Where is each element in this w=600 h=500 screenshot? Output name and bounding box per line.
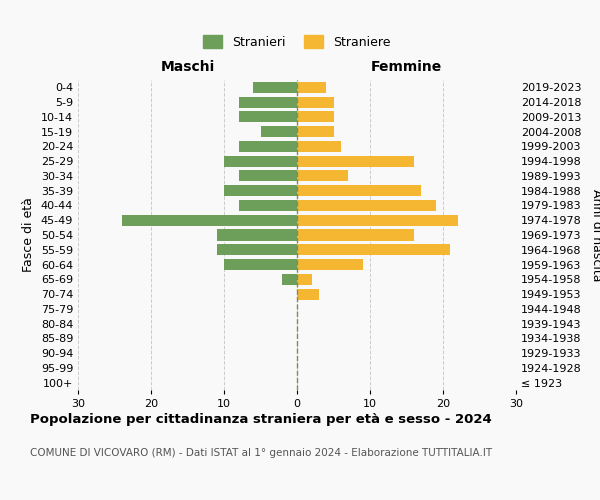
Text: Maschi: Maschi [160,60,215,74]
Bar [297,185,421,196]
Bar [297,259,362,270]
Legend: Stranieri, Straniere: Stranieri, Straniere [197,29,397,55]
Bar [260,126,297,137]
Bar [297,170,348,181]
Bar [297,274,311,285]
Bar [283,274,297,285]
Bar [217,244,297,256]
Bar [297,230,414,240]
Bar [297,96,334,108]
Bar [297,156,414,166]
Y-axis label: Anni di nascita: Anni di nascita [590,188,600,281]
Bar [297,200,436,211]
Bar [224,156,297,166]
Bar [297,214,458,226]
Bar [297,288,319,300]
Text: COMUNE DI VICOVARO (RM) - Dati ISTAT al 1° gennaio 2024 - Elaborazione TUTTITALI: COMUNE DI VICOVARO (RM) - Dati ISTAT al … [30,448,492,458]
Bar [224,259,297,270]
Bar [239,200,297,211]
Bar [297,244,450,256]
Y-axis label: Fasce di età: Fasce di età [22,198,35,272]
Bar [239,141,297,152]
Bar [217,230,297,240]
Bar [297,82,326,93]
Text: Femmine: Femmine [371,60,442,74]
Bar [224,185,297,196]
Bar [253,82,297,93]
Bar [239,170,297,181]
Bar [297,126,334,137]
Text: Popolazione per cittadinanza straniera per età e sesso - 2024: Popolazione per cittadinanza straniera p… [30,412,492,426]
Bar [239,96,297,108]
Bar [122,214,297,226]
Bar [297,112,334,122]
Bar [239,112,297,122]
Bar [297,141,341,152]
